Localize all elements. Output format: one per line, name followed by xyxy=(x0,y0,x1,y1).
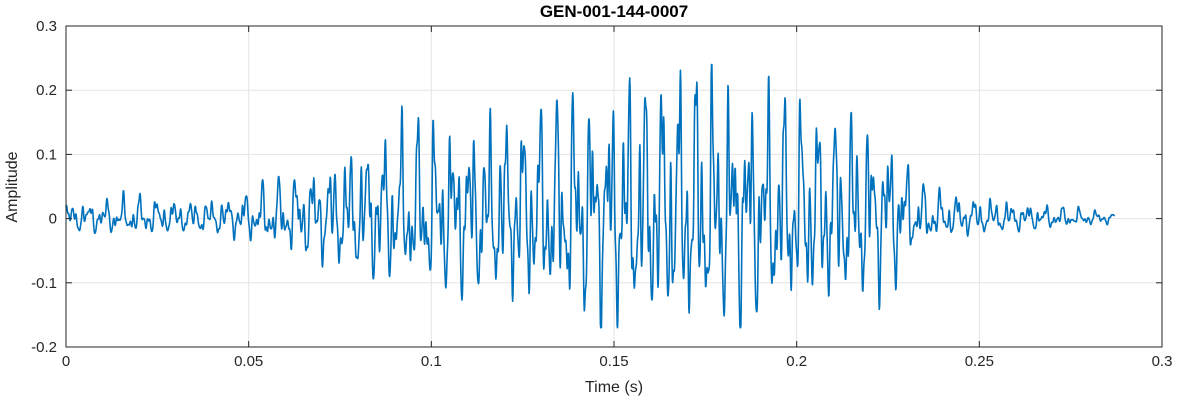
tick-marks xyxy=(65,25,1163,348)
y-tick-label: 0 xyxy=(49,211,57,228)
x-tick-label: 0.05 xyxy=(234,353,263,370)
x-tick-label: 0.2 xyxy=(786,353,807,370)
chart-title: GEN-001-144-0007 xyxy=(540,2,688,21)
x-axis-label: Time (s) xyxy=(585,379,643,396)
x-tick-label: 0.3 xyxy=(1152,353,1173,370)
waveform-series xyxy=(65,63,1116,329)
y-tick-label: 0.1 xyxy=(36,146,57,163)
y-tick-label: 0.2 xyxy=(36,82,57,99)
tick-labels: 0 0.05 0.1 0.15 0.2 0.25 0.3 -0.2 -0.1 0 0.1 0.2 0.3 xyxy=(31,18,1172,370)
y-axis-label: Amplitude xyxy=(4,151,21,222)
y-tick-label: 0.3 xyxy=(36,18,57,35)
waveform-line xyxy=(65,63,1116,329)
x-tick-label: 0.15 xyxy=(599,353,628,370)
y-tick-label: -0.2 xyxy=(31,339,57,356)
x-tick-label: 0.25 xyxy=(965,353,994,370)
x-tick-label: 0 xyxy=(62,353,70,370)
y-tick-label: -0.1 xyxy=(31,275,57,292)
x-tick-label: 0.1 xyxy=(421,353,442,370)
